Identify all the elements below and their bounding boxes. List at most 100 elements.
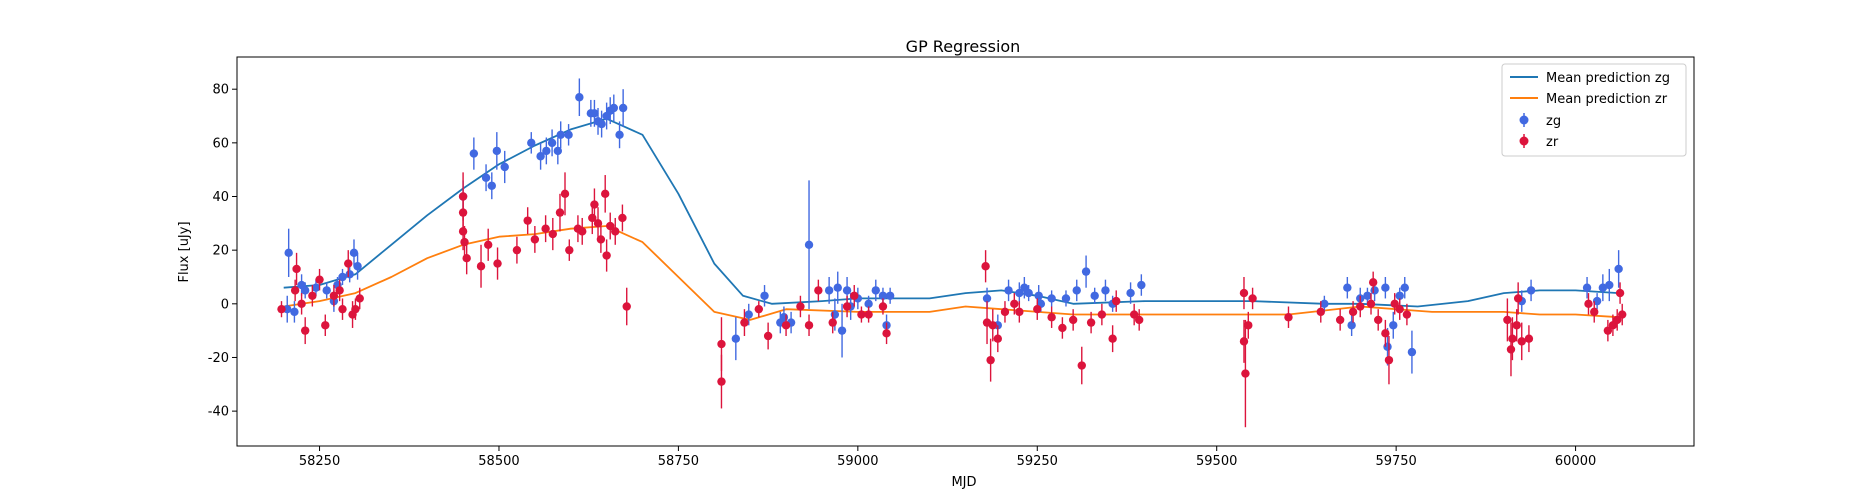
data-point-zr [484, 240, 493, 249]
data-point-zg [345, 270, 354, 279]
data-point-zr [600, 189, 610, 199]
data-point-zr [1239, 288, 1249, 298]
data-point-zr [329, 291, 339, 300]
data-point-zr [882, 329, 891, 338]
data-point-zg [575, 93, 584, 102]
data-point-zr [590, 200, 599, 209]
data-point-zr [1590, 307, 1599, 317]
data-point-zr [1506, 345, 1516, 354]
data-point-zr [338, 304, 347, 314]
data-point-zr [754, 304, 763, 314]
data-point-zr [842, 302, 852, 311]
data-point-zr [1112, 296, 1121, 306]
y-tick-label: 20 [212, 244, 229, 259]
data-point-zg [300, 286, 310, 295]
x-tick-label: 59500 [1196, 454, 1237, 469]
data-point-zr [541, 224, 550, 233]
data-point-zr [344, 259, 353, 268]
data-point-zr [321, 321, 330, 330]
data-point-zr [1033, 304, 1042, 314]
data-point-zr [560, 189, 570, 199]
data-point-zr [622, 302, 631, 311]
data-point-zr [351, 304, 360, 314]
data-point-zr [618, 213, 627, 223]
y-tick-label: 0 [221, 297, 229, 312]
legend-label-zg-points: zg [1546, 114, 1561, 129]
data-point-zg [284, 248, 293, 258]
legend-label-zr-points: zr [1546, 135, 1559, 150]
data-point-zg [1015, 288, 1024, 298]
data-point-zr [476, 262, 486, 271]
data-point-zr [1316, 307, 1325, 317]
data-point-zg [536, 152, 545, 161]
data-point-zr [460, 237, 469, 247]
data-point-zr [1077, 361, 1086, 370]
data-point-zg [338, 272, 347, 282]
data-point-zg [1047, 294, 1056, 303]
data-point-zr [1618, 310, 1627, 319]
data-point-zr [315, 275, 324, 284]
x-tick-label: 60000 [1555, 454, 1596, 469]
data-point-zr [523, 216, 532, 225]
data-point-zr [1512, 321, 1521, 330]
data-point-zg [597, 119, 606, 129]
data-point-zr [335, 286, 344, 295]
data-point-zg [1061, 294, 1071, 303]
data-point-zr [1244, 321, 1253, 330]
data-point-zg [982, 294, 992, 303]
legend-label-zg-line: Mean prediction zg [1546, 71, 1670, 86]
data-point-zr [878, 302, 888, 311]
x-tick-label: 58250 [299, 454, 340, 469]
data-point-zg [322, 286, 331, 295]
legend-box [1501, 63, 1687, 157]
data-point-zg [487, 181, 496, 190]
data-point-zr [1241, 369, 1250, 378]
data-point-zr [981, 262, 990, 271]
data-point-zr [462, 254, 471, 263]
data-point-zr [1517, 337, 1526, 346]
data-point-zr [1395, 304, 1404, 314]
data-point-zr [593, 219, 603, 228]
data-point-zr [458, 227, 468, 236]
data-point-zr [355, 294, 364, 303]
data-point-zr [1248, 294, 1257, 303]
data-point-zg [1101, 286, 1110, 295]
data-point-zg [1526, 286, 1536, 295]
data-point-zr [1366, 299, 1376, 309]
data-point-zg [353, 262, 362, 271]
data-point-zg [547, 138, 557, 148]
data-point-zr [796, 302, 805, 311]
data-point-zr [857, 310, 866, 319]
data-point-zr [1129, 310, 1139, 319]
data-point-zg [590, 109, 599, 118]
data-point-zr [1010, 299, 1019, 309]
data-point-zg [1343, 283, 1352, 292]
data-point-zr [1402, 310, 1412, 319]
data-point-zr [864, 310, 873, 319]
data-point-zr [1613, 315, 1622, 325]
data-points [277, 78, 1627, 428]
data-point-zr [548, 229, 558, 239]
data-point-zg [731, 334, 741, 343]
data-point-zg [1081, 267, 1091, 276]
data-point-zr [804, 321, 814, 330]
data-point-zg [542, 146, 551, 156]
data-point-zr [596, 235, 606, 244]
data-point-zr [606, 221, 615, 231]
y-tick-label: -40 [208, 405, 229, 420]
data-point-zr [988, 321, 997, 330]
x-tick-label: 59750 [1375, 454, 1416, 469]
data-point-zr [1603, 326, 1613, 335]
data-point-zg [1034, 291, 1043, 300]
data-point-zg [349, 248, 359, 258]
data-point-zr [1503, 315, 1512, 325]
data-point-zg [564, 130, 573, 139]
data-point-zg [1582, 283, 1592, 292]
data-point-zr [611, 227, 620, 236]
data-point-zg [290, 307, 299, 317]
data-point-zr [1513, 294, 1523, 303]
data-point-zr [763, 331, 773, 341]
data-point-zr [555, 208, 565, 217]
x-tick-label: 58750 [658, 454, 699, 469]
